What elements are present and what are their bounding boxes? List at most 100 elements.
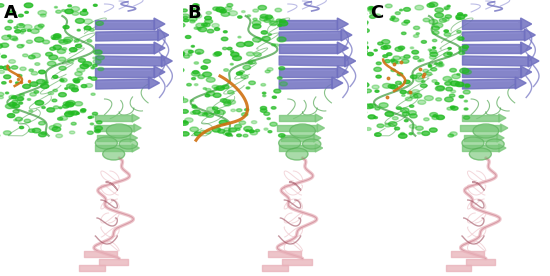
Circle shape [12,66,18,69]
Circle shape [430,128,437,132]
Circle shape [49,55,58,60]
Circle shape [180,121,188,125]
Circle shape [459,51,465,55]
Circle shape [395,61,400,64]
Circle shape [213,53,220,56]
Circle shape [6,104,14,109]
Circle shape [405,97,412,101]
Circle shape [0,44,3,49]
Circle shape [246,87,250,89]
Circle shape [175,52,184,57]
Circle shape [228,100,231,102]
Circle shape [231,109,235,112]
Circle shape [391,16,395,18]
Circle shape [432,31,439,34]
Circle shape [96,121,102,124]
Circle shape [252,21,261,25]
Polygon shape [158,29,169,41]
Circle shape [228,11,238,16]
Circle shape [220,9,226,13]
Circle shape [64,112,73,117]
Circle shape [229,128,236,132]
Circle shape [9,60,15,63]
Circle shape [52,38,55,39]
Polygon shape [499,144,506,152]
Circle shape [386,4,392,8]
Circle shape [362,41,368,44]
Circle shape [193,4,198,6]
Circle shape [275,8,282,12]
Circle shape [35,37,44,42]
Circle shape [30,92,36,96]
Circle shape [274,89,280,93]
Circle shape [227,47,232,50]
Circle shape [450,106,455,108]
Circle shape [174,7,182,11]
Circle shape [15,117,23,121]
Circle shape [46,52,52,56]
Circle shape [190,127,199,132]
Circle shape [21,32,24,34]
Circle shape [227,134,232,136]
Circle shape [60,78,67,82]
Circle shape [3,66,10,70]
Text: A: A [4,4,18,22]
Circle shape [374,67,382,71]
Circle shape [63,39,71,43]
Circle shape [119,139,138,149]
Circle shape [14,27,18,29]
Circle shape [243,65,251,70]
Circle shape [457,36,464,40]
Circle shape [251,121,257,124]
Circle shape [249,81,255,85]
Polygon shape [332,77,343,89]
Circle shape [194,132,201,136]
Circle shape [391,69,395,71]
Polygon shape [317,124,324,132]
Circle shape [434,13,443,18]
Circle shape [367,52,373,56]
Circle shape [236,42,245,47]
Circle shape [247,15,251,17]
Circle shape [202,113,208,116]
Circle shape [87,131,94,134]
Circle shape [221,37,228,41]
Circle shape [72,88,78,92]
Circle shape [270,21,278,26]
Circle shape [40,14,46,17]
Circle shape [239,121,246,124]
Circle shape [73,78,80,82]
Text: B: B [187,4,201,22]
Circle shape [170,49,178,54]
Circle shape [2,55,7,58]
Circle shape [8,20,13,23]
Circle shape [225,7,232,10]
Circle shape [268,34,271,35]
Circle shape [75,102,82,106]
Circle shape [385,112,394,116]
Circle shape [375,107,380,110]
Circle shape [249,130,254,133]
Circle shape [404,55,410,58]
Circle shape [267,68,273,71]
Circle shape [35,25,43,30]
Circle shape [375,133,381,136]
Circle shape [181,14,189,18]
Circle shape [227,4,233,7]
Circle shape [29,69,34,71]
Circle shape [279,19,286,23]
Circle shape [207,91,215,96]
Circle shape [458,13,463,15]
Circle shape [279,137,301,149]
Circle shape [183,121,186,123]
Circle shape [71,7,80,11]
Polygon shape [337,18,348,30]
Circle shape [93,59,101,64]
Circle shape [67,100,75,105]
Circle shape [268,131,272,133]
Circle shape [261,109,267,112]
Circle shape [230,63,233,65]
Circle shape [177,18,181,20]
Circle shape [205,19,213,23]
Circle shape [464,116,470,119]
